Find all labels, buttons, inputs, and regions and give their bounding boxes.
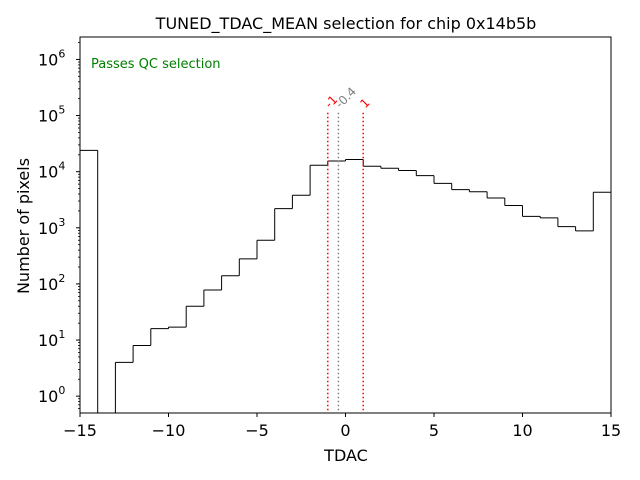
y-tick-label: 103 xyxy=(38,216,65,238)
plot-marks: -1-0.41−15 −10 −5 0 5 10 151001011021031041051… xyxy=(38,42,621,440)
chart-title: TUNED_TDAC_MEAN selection for chip 0x14b… xyxy=(155,14,537,34)
x-tick-label: −10 xyxy=(152,421,186,440)
y-tick-label: 101 xyxy=(38,328,65,350)
y-axis-label: Number of pixels xyxy=(14,158,33,294)
x-tick-label: −5 xyxy=(245,421,269,440)
qc-annotation: Passes QC selection xyxy=(91,57,221,72)
threshold-label: 1 xyxy=(357,96,372,111)
y-tick-label: 105 xyxy=(38,104,65,126)
y-tick-label: 106 xyxy=(38,47,65,69)
x-tick-label: 0 xyxy=(340,421,350,440)
threshold-label: -0.4 xyxy=(333,84,359,110)
x-tick-label: 10 xyxy=(512,421,532,440)
y-tick-label: 102 xyxy=(38,272,65,294)
plot-frame xyxy=(79,36,612,414)
x-tick-label: 15 xyxy=(601,421,621,440)
x-tick-label: 5 xyxy=(429,421,439,440)
x-axis-label: TDAC xyxy=(323,446,368,465)
y-tick-label: 104 xyxy=(38,160,65,182)
y-tick-label: 100 xyxy=(38,384,65,406)
x-tick-label: −15 xyxy=(63,421,97,440)
